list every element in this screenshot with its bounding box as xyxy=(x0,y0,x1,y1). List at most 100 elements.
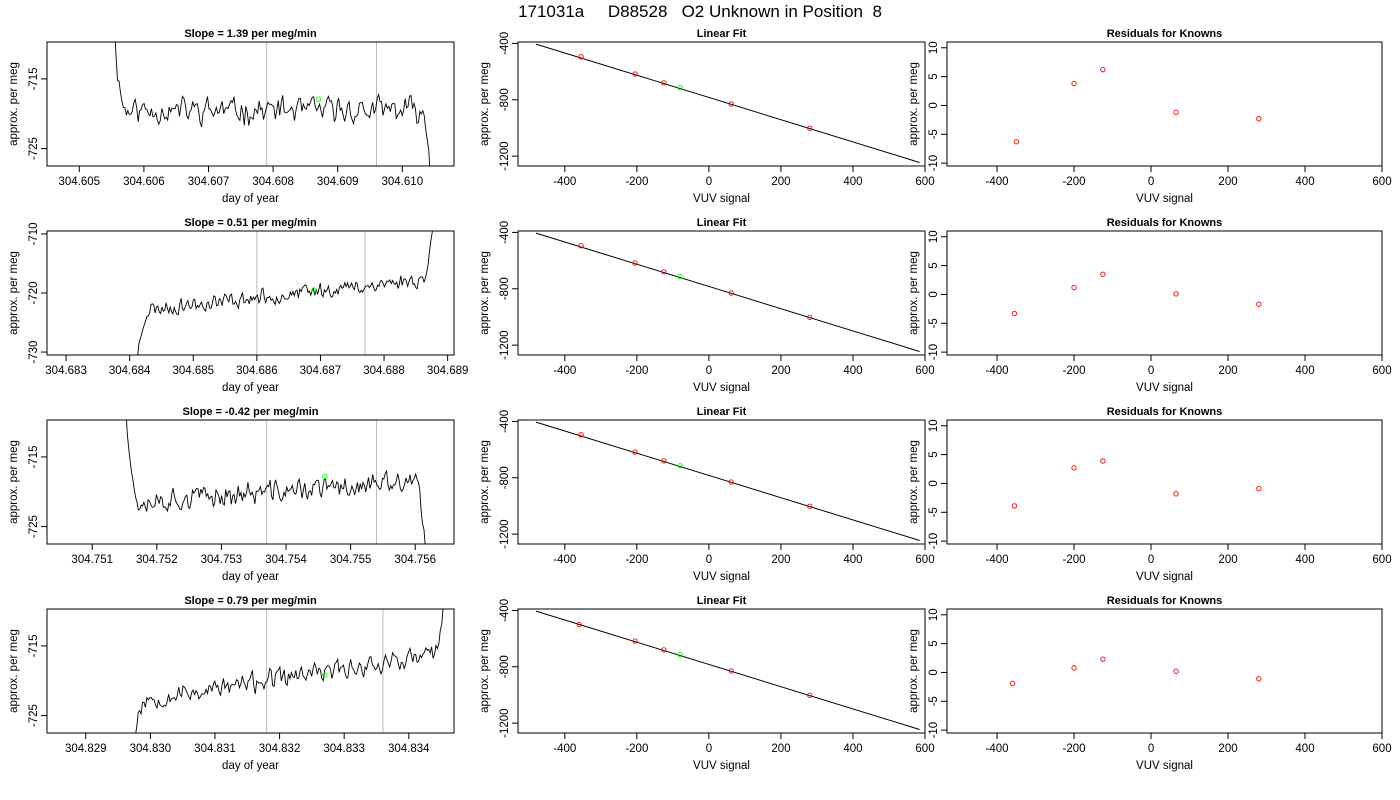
y-tick-label: 0 xyxy=(928,291,940,297)
known-point xyxy=(807,503,813,509)
x-tick-label: 400 xyxy=(1295,365,1314,377)
known-point xyxy=(807,692,813,698)
x-tick-label: 304.755 xyxy=(330,554,372,566)
known-point xyxy=(1100,458,1106,464)
known-point xyxy=(728,290,734,296)
known-point xyxy=(632,449,638,455)
plot-frame xyxy=(946,41,1383,167)
y-tick-label: -400 xyxy=(499,599,511,622)
x-tick-label: -200 xyxy=(625,743,648,755)
unknown-point xyxy=(322,473,328,480)
known-point xyxy=(1256,676,1262,682)
x-tick-label: -200 xyxy=(1063,554,1086,566)
y-tick-label: -1200 xyxy=(499,708,511,737)
plot-area xyxy=(1011,458,1262,509)
x-tick-label: 200 xyxy=(1218,176,1237,188)
y-tick-label: 0 xyxy=(928,102,940,108)
y-axis-label: approx. per meg xyxy=(8,251,20,335)
y-axis-label: approx. per meg xyxy=(479,251,491,335)
y-tick-label: 5 xyxy=(928,640,940,646)
x-tick-label: 304.685 xyxy=(172,365,214,377)
y-tick-label: -5 xyxy=(928,507,940,517)
panel-title: Slope = -0.42 per meg/min xyxy=(182,406,318,418)
x-tick-label: 304.605 xyxy=(59,176,101,188)
x-tick-label: 200 xyxy=(771,365,790,377)
panel-title: Residuals for Knowns xyxy=(1107,406,1223,418)
x-tick-label: -400 xyxy=(553,554,576,566)
panel-title: Residuals for Knowns xyxy=(1107,28,1223,40)
known-point xyxy=(728,479,734,485)
x-tick-label: 600 xyxy=(1372,176,1391,188)
panel-title: Linear Fit xyxy=(697,595,747,607)
unknown-point xyxy=(311,287,317,293)
y-tick-label: -1200 xyxy=(499,141,511,170)
known-point xyxy=(1100,67,1106,73)
x-axis-label: day of year xyxy=(222,382,279,394)
x-tick-label: 400 xyxy=(1295,554,1314,566)
y-tick-label: 0 xyxy=(928,480,940,486)
x-tick-label: 304.829 xyxy=(65,743,107,755)
x-tick-label: 600 xyxy=(915,743,934,755)
x-tick-label: 200 xyxy=(771,743,790,755)
known-point xyxy=(728,101,734,107)
x-tick-label: 400 xyxy=(843,365,862,377)
panel-3-2: Linear Fit -400 -200 0 200 400 600 VUV signal -4… xyxy=(479,406,935,583)
y-tick-label: -725 xyxy=(28,137,40,160)
y-tick-label: -5 xyxy=(928,696,940,706)
y-tick-label: 10 xyxy=(928,230,940,243)
y-axis-label: approx. per meg xyxy=(8,62,20,146)
panel-title: Slope = 0.51 per meg/min xyxy=(184,217,317,229)
x-axis-label: VUV signal xyxy=(1136,193,1193,205)
known-point xyxy=(578,243,584,249)
x-tick-label: 600 xyxy=(1372,365,1391,377)
y-tick-label: -720 xyxy=(28,281,40,304)
x-tick-label: -200 xyxy=(1063,743,1086,755)
plot-area xyxy=(1011,271,1262,317)
x-tick-label: 600 xyxy=(1372,743,1391,755)
y-tick-label: -725 xyxy=(28,704,40,727)
x-tick-label: 304.684 xyxy=(109,365,151,377)
x-tick-label: 600 xyxy=(1372,554,1391,566)
y-tick-label: -800 xyxy=(499,88,511,111)
y-tick-label: 5 xyxy=(928,73,940,79)
known-point xyxy=(1100,656,1106,662)
x-axis-label: day of year xyxy=(222,760,279,772)
plot-area xyxy=(535,43,920,163)
known-point xyxy=(1256,116,1262,122)
x-tick-label: 200 xyxy=(1218,365,1237,377)
plot-area xyxy=(126,420,426,544)
y-tick-label: -800 xyxy=(499,277,511,300)
x-tick-label: -200 xyxy=(1063,176,1086,188)
y-tick-label: -400 xyxy=(499,410,511,433)
x-tick-label: 0 xyxy=(1148,176,1154,188)
known-point xyxy=(1071,284,1077,291)
unknown-point xyxy=(677,274,683,280)
known-point xyxy=(632,260,638,266)
y-axis-label: approx. per meg xyxy=(8,629,20,713)
y-tick-label: 5 xyxy=(928,262,940,268)
plot-area xyxy=(535,232,920,352)
panel-1-2: Linear Fit -400 -200 0 200 400 600 VUV signal -4… xyxy=(479,28,935,205)
y-axis-label: approx. per meg xyxy=(479,440,491,524)
unknown-point xyxy=(677,463,683,469)
y-tick-label: -800 xyxy=(499,466,511,489)
plot-area xyxy=(114,42,431,166)
x-tick-label: 0 xyxy=(706,365,712,377)
unknown-point xyxy=(677,652,683,658)
plot-frame xyxy=(46,230,455,356)
y-tick-label: -1200 xyxy=(499,519,511,548)
x-axis-label: VUV signal xyxy=(693,760,750,772)
x-tick-label: 304.834 xyxy=(388,743,430,755)
series-line xyxy=(114,42,431,166)
y-tick-label: -400 xyxy=(499,221,511,244)
known-point xyxy=(1256,485,1262,492)
y-tick-label: -5 xyxy=(928,129,940,139)
x-tick-label: 0 xyxy=(1148,554,1154,566)
x-tick-label: 304.610 xyxy=(382,176,424,188)
x-tick-label: -400 xyxy=(553,743,576,755)
x-tick-label: 200 xyxy=(771,554,790,566)
fit-line xyxy=(535,232,920,352)
panel-2-2: Linear Fit -400 -200 0 200 400 600 VUV signal -4… xyxy=(479,217,935,394)
x-tick-label: 0 xyxy=(706,554,712,566)
y-tick-label: -10 xyxy=(928,722,940,739)
